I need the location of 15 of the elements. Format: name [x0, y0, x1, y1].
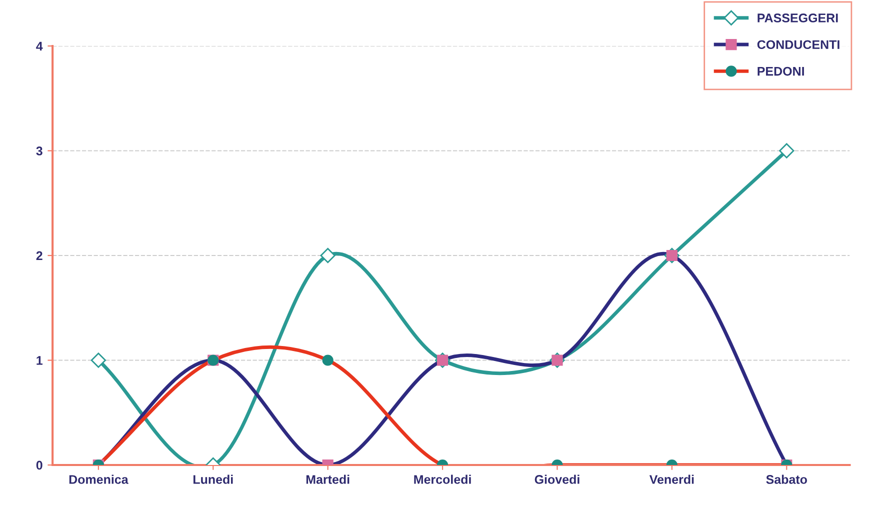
x-tick-label: Lunedi [193, 474, 233, 484]
x-tick-label: Venerdi [649, 474, 694, 484]
x-tick-label: Martedi [306, 474, 350, 484]
legend-label: PEDONI [758, 66, 804, 76]
legend-label: PASSEGGERI [758, 14, 838, 22]
y-tick-label: 4 [36, 42, 43, 51]
y-tick-label: 2 [36, 251, 42, 260]
x-tick-label: Sabato [766, 474, 807, 484]
legend-label: CONDUCENTI [757, 40, 840, 50]
y-tick-label: 1 [36, 356, 42, 365]
y-tick-label: 3 [36, 146, 42, 156]
x-tick-label: Mercoledi [414, 474, 471, 484]
y-tick-label: 0 [36, 460, 42, 470]
x-tick-label: Domenica [69, 474, 128, 484]
x-tick-label: Giovedi [534, 474, 580, 484]
